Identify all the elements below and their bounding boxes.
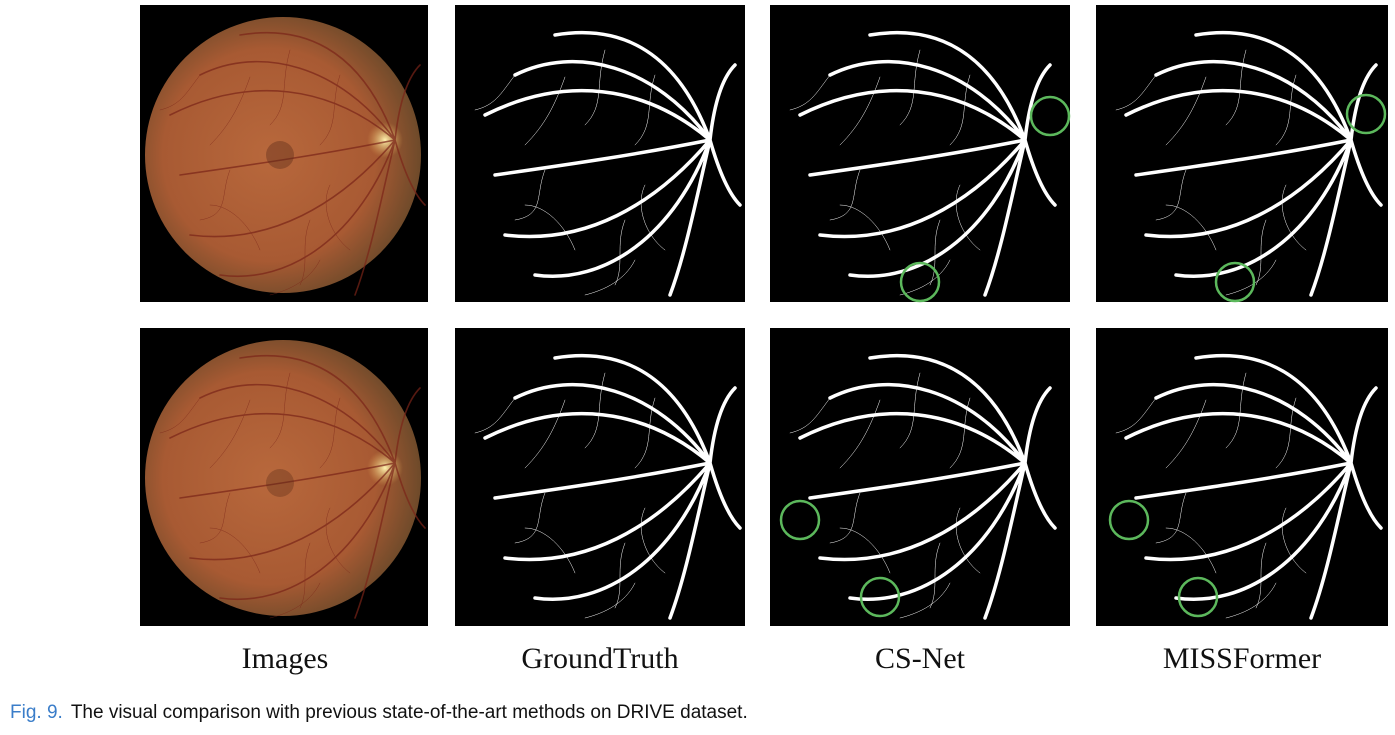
fundus-image bbox=[140, 328, 428, 626]
column-label: MISSFormer bbox=[1162, 642, 1322, 675]
highlight-circles bbox=[779, 93, 1387, 618]
segmentation bbox=[770, 328, 1070, 626]
segmentation bbox=[770, 5, 1070, 302]
fundus-image bbox=[140, 5, 428, 302]
segmentation bbox=[455, 5, 745, 302]
caption-text: The visual comparison with previous stat… bbox=[70, 702, 748, 723]
column-label: CS-Net bbox=[875, 642, 965, 675]
figure-panels bbox=[140, 5, 1388, 626]
column-label: Images bbox=[241, 642, 329, 675]
column-label: GroundTruth bbox=[521, 642, 679, 675]
caption: Fig. 9. The visual comparison with previo… bbox=[10, 702, 748, 724]
segmentation bbox=[1096, 328, 1388, 626]
caption-label: Fig. 9. bbox=[10, 702, 63, 723]
segmentation bbox=[1096, 5, 1388, 302]
segmentation bbox=[455, 328, 745, 626]
